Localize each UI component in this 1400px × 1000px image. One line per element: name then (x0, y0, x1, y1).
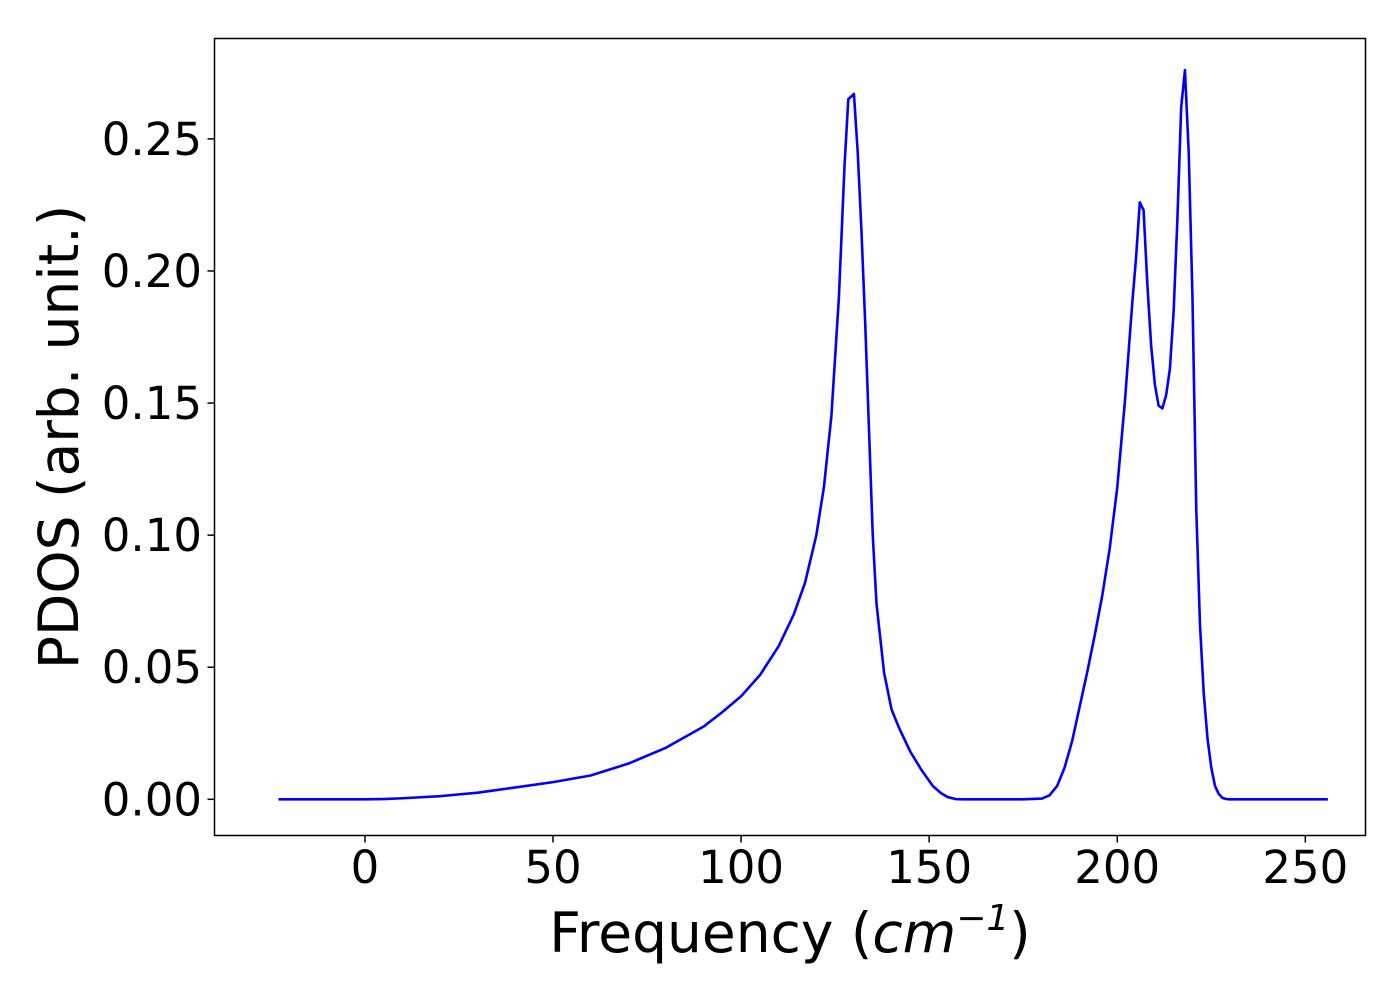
pdos-series-line (278, 68, 1328, 801)
y-tick-label: 0.20 (102, 245, 202, 298)
x-tick-label: 100 (698, 841, 784, 894)
x-tick-label: 250 (1262, 841, 1348, 894)
x-tick-label: 0 (351, 841, 380, 894)
y-axis-label: PDOS (arb. unit.) (27, 205, 91, 669)
series-layer (278, 68, 1328, 801)
y-tick-label: 0.10 (102, 509, 202, 562)
y-tick-label: 0.00 (102, 773, 202, 826)
y-tick-label: 0.25 (102, 113, 202, 166)
y-tick-label: 0.05 (102, 641, 202, 694)
x-tick-label: 150 (886, 841, 972, 894)
y-tick-label: 0.15 (102, 377, 202, 430)
x-tick-label: 200 (1074, 841, 1160, 894)
x-axis-label: Frequency (cm−1) (549, 898, 1030, 965)
y-axis-ticks: 0.00 0.05 0.10 0.15 0.20 0.25 (102, 113, 215, 826)
x-axis-ticks: 0 50 100 150 200 250 (351, 835, 1348, 894)
x-tick-label: 50 (524, 841, 581, 894)
plot-area-frame (213, 37, 1367, 837)
